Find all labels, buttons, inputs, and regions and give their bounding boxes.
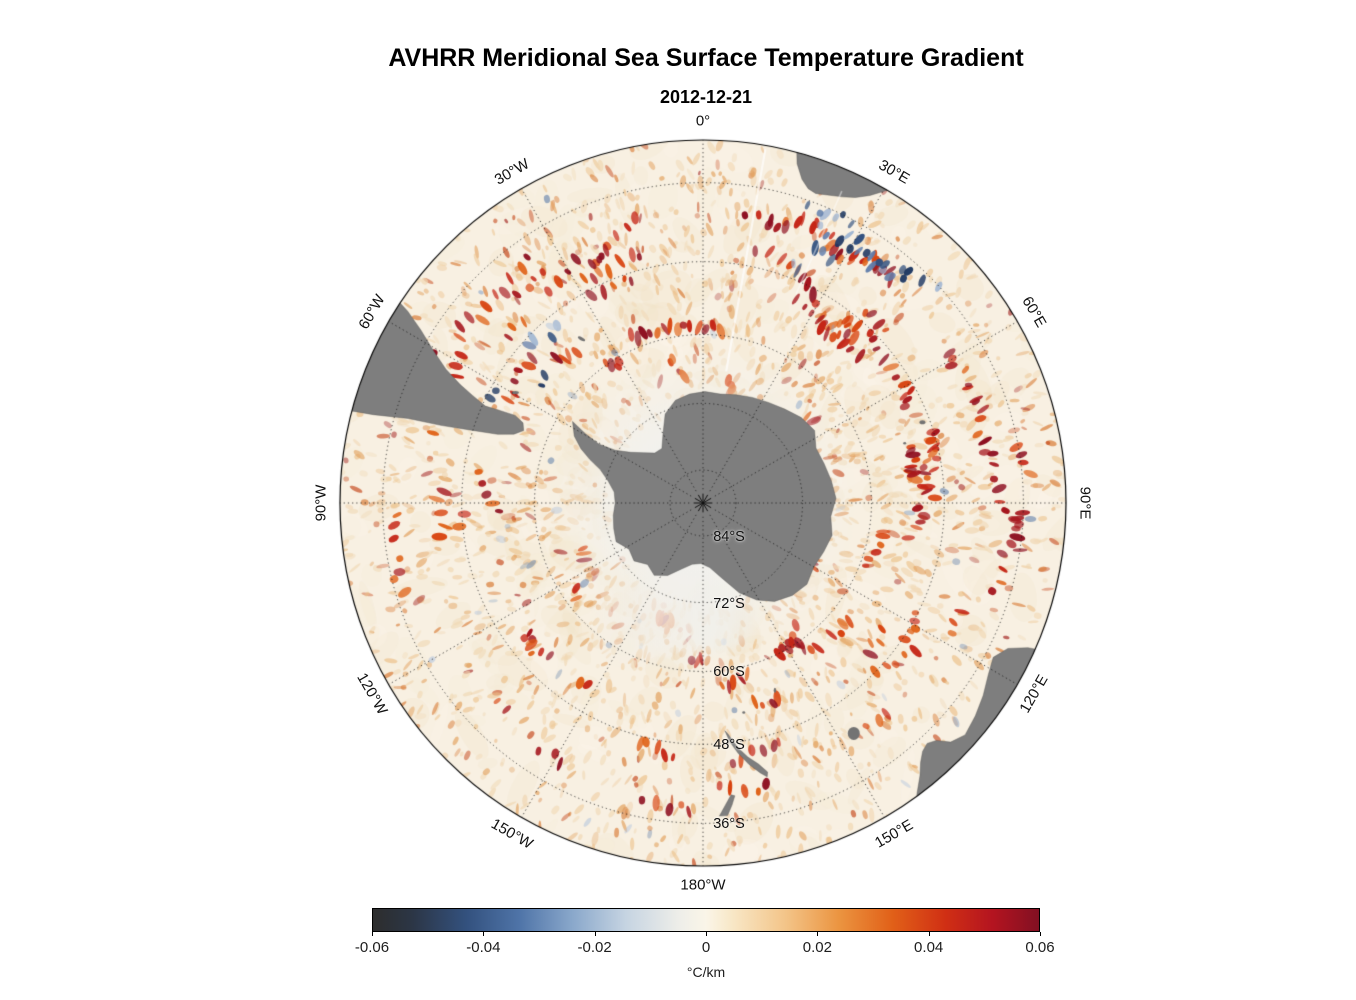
chart-title: AVHRR Meridional Sea Surface Temperature… <box>388 44 1024 72</box>
colorbar-tick-value: -0.04 <box>466 939 501 956</box>
colorbar-tick-value: 0 <box>701 939 711 956</box>
meridian-label: 90°W <box>312 484 330 522</box>
parallel-label: 48°S <box>713 737 745 754</box>
meridian-label: 0° <box>695 112 711 130</box>
parallel-label: 84°S <box>713 528 745 545</box>
colorbar-tick-value: 0.06 <box>1025 939 1055 956</box>
colorbar-tick-value: 0.04 <box>914 939 944 956</box>
colorbar-tick-value: 0.02 <box>802 939 832 956</box>
colorbar-tick-mark <box>372 932 373 936</box>
chart-date-subtitle: 2012-12-21 <box>659 87 753 107</box>
colorbar-tick-labels: -0.06 -0.04 -0.02 0 0.02 0.04 0.06 <box>355 908 1055 968</box>
colorbar-gradient-bar <box>372 908 1040 932</box>
colorbar-tick-value: -0.06 <box>354 939 390 956</box>
colorbar-tick-mark <box>483 932 485 936</box>
meridian-label: 90°E <box>1076 486 1094 520</box>
colorbar-unit-label: °C/km <box>686 964 726 980</box>
colorbar-tick-mark <box>817 932 819 936</box>
colorbar-tick-mark <box>706 932 707 936</box>
parallel-label: 36°S <box>713 816 745 833</box>
parallel-label: 60°S <box>713 664 745 681</box>
colorbar-tick-mark <box>594 932 596 936</box>
colorbar-tick-mark <box>1040 932 1041 936</box>
parallel-label: 72°S <box>713 595 745 612</box>
colorbar-tick-mark <box>928 932 930 936</box>
colorbar-tick-value: -0.02 <box>577 939 612 956</box>
colorbar: -0.06 -0.04 -0.02 0 0.02 0.04 0.06 °C/km <box>355 908 1055 992</box>
meridian-label: 180°W <box>680 876 726 894</box>
